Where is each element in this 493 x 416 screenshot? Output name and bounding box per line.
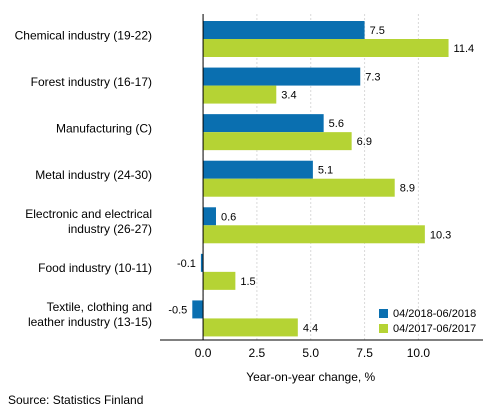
data-label: 0.6 — [221, 211, 236, 223]
bar — [203, 67, 361, 86]
legend-label: 04/2017-06/2017 — [393, 323, 476, 335]
bar — [203, 114, 324, 133]
labels: 7.5 7.3 5.6 5.1 0.6 -0.1 -0.5 11.4 3.4 6.9 8.9 10.3… — [8, 25, 474, 407]
bar — [203, 318, 298, 337]
category-label: Metal industry (24-30) — [35, 168, 152, 182]
data-label: 8.9 — [400, 183, 415, 195]
bar — [203, 85, 277, 104]
data-label: 7.5 — [370, 25, 385, 37]
bar — [200, 253, 204, 272]
bars — [192, 21, 449, 337]
category-label: Manufacturing (C) — [56, 121, 152, 135]
x-tick-label: 7.5 — [356, 346, 373, 360]
data-label: 6.9 — [357, 136, 372, 148]
data-label: 4.4 — [303, 322, 318, 334]
legend-swatch — [379, 309, 388, 318]
bar — [203, 178, 395, 197]
bar — [203, 39, 449, 57]
category-label: Textile, clothing and leather industry (1… — [28, 300, 152, 329]
legend: 04/2018-06/2018 04/2017-06/2017 — [379, 308, 476, 335]
data-label: 1.5 — [240, 276, 255, 288]
bar — [203, 271, 236, 290]
source-note: Source: Statistics Finland — [8, 393, 143, 407]
data-label: -0.5 — [168, 304, 187, 316]
category-label: Electronic and electrical industry (26-27… — [25, 207, 152, 236]
x-tick-label: 0.0 — [195, 346, 212, 360]
data-label: 3.4 — [281, 90, 296, 102]
category-label: Food industry (10-11) — [38, 261, 152, 275]
data-label: 5.1 — [318, 165, 333, 177]
x-tick-label: 10.0 — [407, 346, 431, 360]
data-label: -0.1 — [177, 258, 196, 270]
bar — [203, 132, 352, 151]
category-label: Chemical industry (19-22) — [15, 28, 152, 42]
bar — [203, 225, 425, 244]
data-label: 5.6 — [329, 118, 344, 130]
bar — [203, 21, 365, 39]
x-axis-label: Year-on-year change, % — [246, 370, 375, 384]
x-tick-label: 2.5 — [249, 346, 266, 360]
data-label: 7.3 — [365, 72, 380, 84]
category-label: Forest industry (16-17) — [31, 75, 152, 89]
data-label: 11.4 — [454, 43, 475, 55]
legend-label: 04/2018-06/2018 — [393, 308, 476, 320]
bar — [203, 207, 216, 226]
x-tick-label: 5.0 — [302, 346, 319, 360]
data-label: 10.3 — [430, 229, 451, 241]
legend-swatch — [379, 324, 388, 333]
bar — [192, 300, 204, 319]
bar — [203, 160, 313, 179]
axes: 0.0 2.5 5.0 7.5 10.0 Year-on-year change, % — [160, 14, 483, 384]
